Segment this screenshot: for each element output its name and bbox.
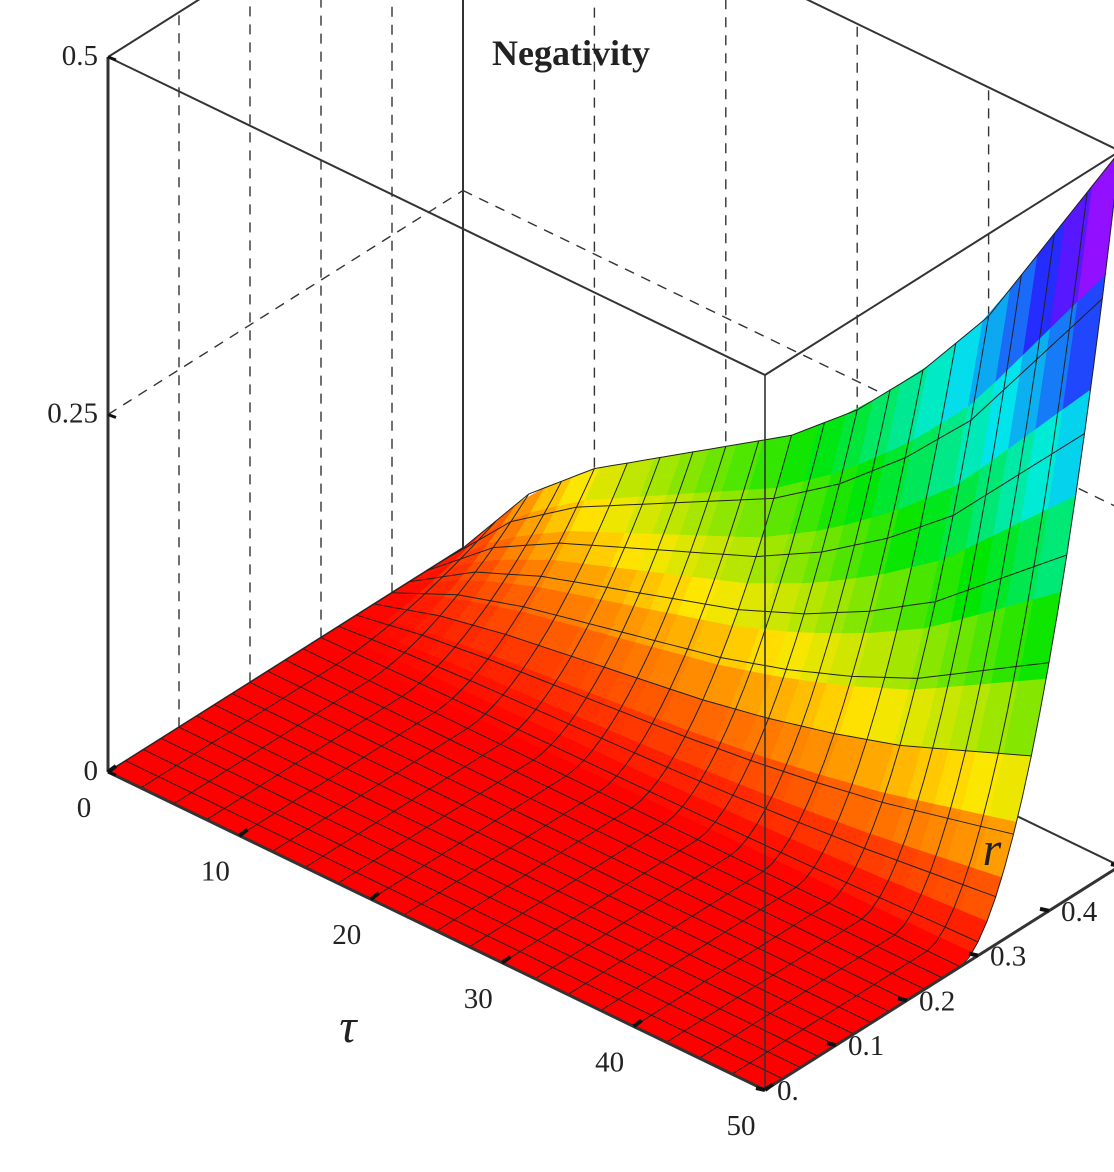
x-tick-mark	[238, 827, 249, 838]
y-tick-mark	[1039, 906, 1050, 913]
mesh-line	[633, 316, 990, 1027]
box-edge	[107, 770, 766, 1092]
x-tick-mark	[632, 1018, 643, 1029]
y-tick-mark	[826, 1041, 837, 1048]
surface-mesh	[107, 157, 1114, 1091]
x-tick-mark	[501, 955, 512, 965]
z-tick-mark	[107, 770, 117, 777]
mesh-line	[285, 659, 943, 979]
mesh-line	[409, 554, 1067, 615]
chart-title: Negativity	[492, 33, 650, 73]
x-tick-label: 40	[595, 1046, 624, 1078]
y-tick-mark	[1110, 862, 1114, 867]
y-tick-mark	[968, 951, 979, 958]
y-tick-label: 0.4	[1061, 896, 1098, 928]
mesh-line	[320, 637, 979, 943]
z-tick-label: 0.25	[47, 398, 98, 430]
z-tick-label: 0.5	[62, 40, 98, 72]
z-tick-label: 0	[84, 755, 99, 787]
grid-line	[107, 189, 464, 416]
y-axis-label: r	[983, 823, 1002, 876]
mesh-line	[445, 298, 1103, 560]
x-tick-mark	[369, 891, 380, 901]
z-tick-mark	[107, 55, 117, 62]
x-axis-label: τ	[339, 1000, 358, 1053]
mesh-line	[666, 274, 1022, 1043]
mesh-line	[374, 603, 1032, 757]
box-front-edges	[107, 56, 1114, 1092]
x-tick-label: 30	[464, 983, 493, 1015]
mesh-line	[427, 433, 1085, 571]
mesh-line	[600, 343, 957, 1011]
y-tick-label: 0.3	[990, 941, 1026, 973]
mesh-line	[338, 625, 996, 898]
x-tick-label: 10	[201, 856, 230, 888]
x-tick-label: 0	[77, 792, 92, 824]
mesh-line	[356, 614, 1014, 835]
grid-line	[462, 189, 1114, 507]
x-tick-label: 50	[727, 1110, 756, 1142]
box-edge	[107, 56, 766, 376]
box-edge	[805, 0, 1114, 150]
mesh-line	[567, 370, 924, 996]
mesh-line	[391, 592, 1050, 679]
box-edge	[107, 0, 201, 58]
mesh-line	[534, 389, 891, 980]
y-tick-label: 0.2	[919, 985, 955, 1017]
mesh-line	[462, 157, 1114, 549]
mesh-line	[699, 233, 1055, 1059]
x-tick-mark	[763, 1082, 775, 1092]
mesh-line	[501, 409, 858, 964]
x-tick-label: 20	[332, 919, 361, 951]
box-edge	[764, 153, 1114, 376]
y-tick-label: 0.	[777, 1075, 799, 1107]
mesh-line	[303, 648, 961, 968]
y-tick-mark	[897, 996, 908, 1003]
y-tick-mark	[755, 1086, 766, 1092]
mesh-line	[731, 192, 1088, 1075]
y-tick-label: 0.1	[848, 1030, 884, 1062]
box-edge	[764, 868, 1114, 1092]
z-tick-mark	[107, 413, 117, 419]
